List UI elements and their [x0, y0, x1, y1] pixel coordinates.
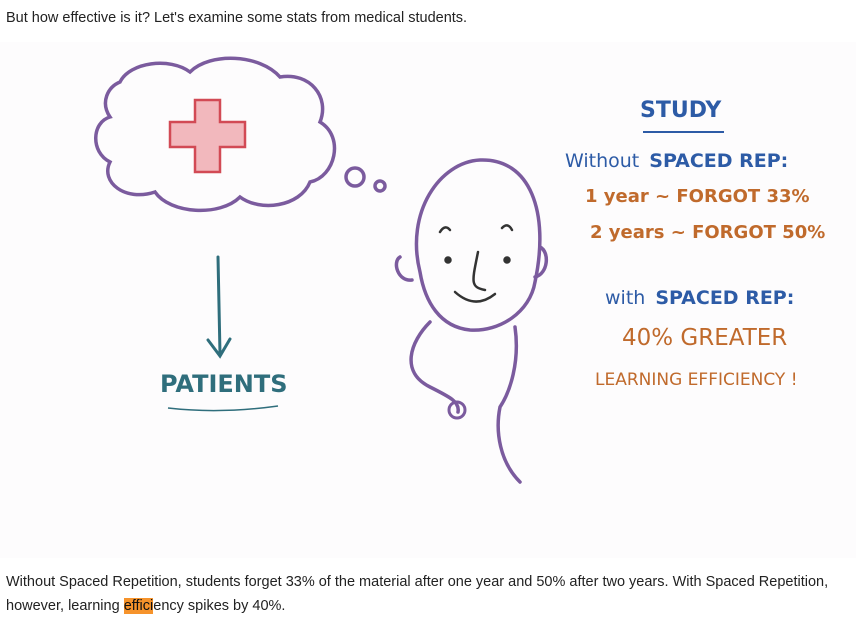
- stat-one-year: 1 year ~ FORGOT 33%: [585, 186, 810, 207]
- without-emph: SPACED REP:: [649, 150, 788, 172]
- thought-cloud: [94, 56, 387, 213]
- study-notes: STUDY Without SPACED REP: 1 year ~ FORGOT…: [565, 98, 825, 390]
- summary-before: Without Spaced Repetition, students forg…: [6, 574, 829, 614]
- study-title: STUDY: [640, 98, 722, 123]
- result-greater: 40% GREATER: [622, 325, 787, 351]
- stat-two-years: 2 years ~ FORGOT 50%: [590, 222, 825, 243]
- summary-text: Without Spaced Repetition, students forg…: [6, 570, 846, 618]
- search-highlight: effici: [123, 598, 154, 614]
- with-emph: SPACED REP:: [655, 287, 794, 309]
- arrow-down-icon: [206, 255, 232, 359]
- doctor-figure: [394, 158, 548, 484]
- medical-cross-icon: [168, 98, 247, 174]
- intro-text: But how effective is it? Let's examine s…: [6, 10, 468, 26]
- result-efficiency: LEARNING EFFICIENCY !: [595, 370, 798, 390]
- with-prefix: with: [605, 287, 645, 309]
- stethoscope: [447, 400, 467, 420]
- without-prefix: Without: [565, 150, 639, 172]
- study-illustration: PATIENTS STUDY Without SPACED REP: 1 year…: [0, 42, 856, 558]
- summary-after: ency spikes by 40%.: [153, 598, 286, 614]
- patients-label: PATIENTS: [160, 370, 288, 398]
